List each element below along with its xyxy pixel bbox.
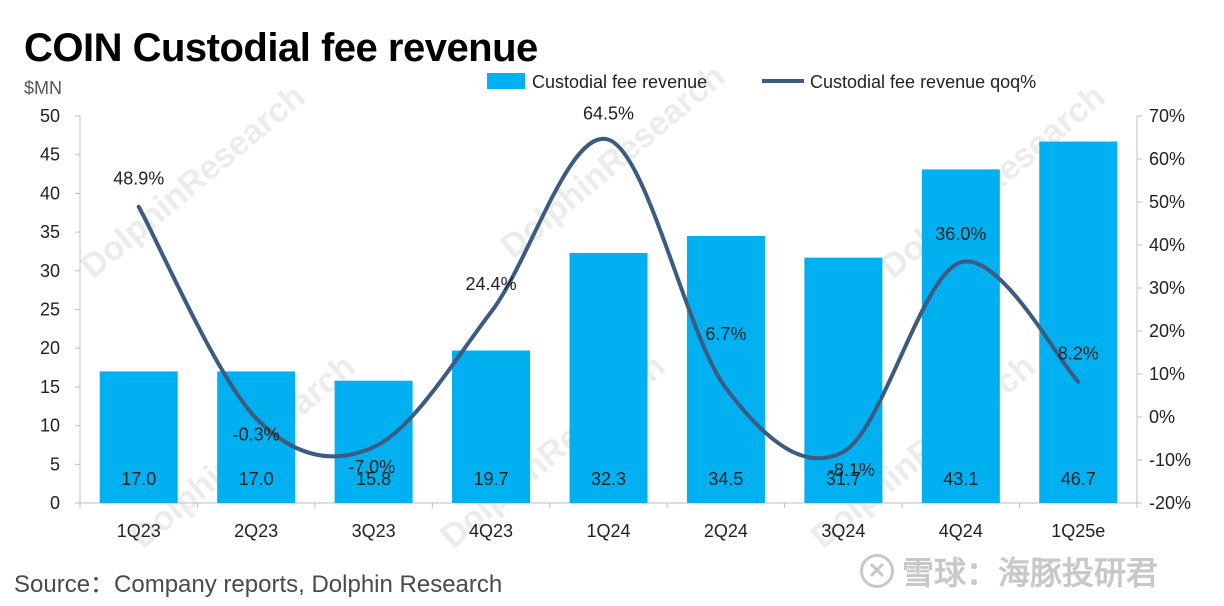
brand-logo-icon: ✕ bbox=[860, 554, 894, 588]
qoq-line bbox=[136, 136, 1081, 461]
bar-4Q23 bbox=[452, 350, 531, 503]
bar-value-label: 46.7 bbox=[1061, 469, 1096, 489]
left-tick-label: 30 bbox=[40, 261, 60, 281]
chart-title: COIN Custodial fee revenue bbox=[24, 26, 538, 70]
x-tick-label: 3Q24 bbox=[821, 521, 865, 541]
watermark-text-0: DolphinResearch bbox=[74, 77, 313, 286]
bar-3Q23 bbox=[334, 380, 413, 503]
brand-watermark: ✕ 雪球：海豚投研君 bbox=[860, 548, 1158, 594]
left-tick-label: 20 bbox=[40, 338, 60, 358]
x-tick-label: 1Q24 bbox=[586, 521, 630, 541]
right-tick-label: 60% bbox=[1149, 149, 1185, 169]
brand-text: 雪球：海豚投研君 bbox=[902, 555, 1159, 591]
bar-2Q24 bbox=[686, 235, 765, 503]
x-tick-label: 1Q23 bbox=[117, 521, 161, 541]
right-tick-label: 30% bbox=[1149, 278, 1185, 298]
left-tick-label: 50 bbox=[40, 106, 60, 126]
line-value-label: 64.5% bbox=[583, 104, 634, 124]
x-tick-label: 2Q23 bbox=[234, 521, 278, 541]
line-value-label: 6.7% bbox=[705, 324, 746, 344]
right-tick-label: 20% bbox=[1149, 321, 1185, 341]
line-value-label: 48.9% bbox=[113, 169, 164, 189]
bar-value-label: 32.3 bbox=[591, 469, 626, 489]
line-value-label: -8.1% bbox=[828, 460, 875, 480]
bar-value-label: 31.7 bbox=[826, 469, 861, 489]
legend-bar-label: Custodial fee revenue bbox=[532, 72, 707, 92]
left-tick-label: 5 bbox=[50, 454, 60, 474]
right-tick-label: -10% bbox=[1149, 450, 1191, 470]
legend-line-label: Custodial fee revenue qoq% bbox=[810, 72, 1036, 92]
x-tick-label: 4Q23 bbox=[469, 521, 513, 541]
bar-1Q24 bbox=[569, 252, 648, 503]
right-tick-label: 50% bbox=[1149, 192, 1185, 212]
line-value-label: -7.0% bbox=[348, 457, 395, 477]
source-note: Source：Company reports, Dolphin Research bbox=[14, 571, 503, 598]
right-tick-label: 40% bbox=[1149, 235, 1185, 255]
bar-value-label: 19.7 bbox=[474, 469, 509, 489]
line-value-label: 24.4% bbox=[466, 274, 517, 294]
bar-3Q24 bbox=[804, 257, 883, 503]
line-value-label: 36.0% bbox=[935, 224, 986, 244]
x-tick-label: 4Q24 bbox=[939, 521, 983, 541]
bar-value-label: 15.8 bbox=[356, 469, 391, 489]
left-tick-label: 10 bbox=[40, 416, 60, 436]
left-tick-label: 25 bbox=[40, 300, 60, 320]
left-tick-label: 15 bbox=[40, 377, 60, 397]
right-tick-label: 0% bbox=[1149, 407, 1175, 427]
left-tick-label: 40 bbox=[40, 183, 60, 203]
bar-value-label: 43.1 bbox=[943, 469, 978, 489]
right-tick-label: 10% bbox=[1149, 364, 1185, 384]
right-tick-label: -20% bbox=[1149, 493, 1191, 513]
bar-value-label: 34.5 bbox=[708, 469, 743, 489]
x-tick-label: 1Q25e bbox=[1051, 521, 1105, 541]
bar-2Q23 bbox=[217, 371, 296, 503]
line-value-label: 8.2% bbox=[1058, 344, 1099, 364]
x-tick-label: 3Q23 bbox=[352, 521, 396, 541]
right-tick-label: 70% bbox=[1149, 106, 1185, 126]
bar-1Q25e bbox=[1039, 141, 1118, 504]
left-tick-label: 45 bbox=[40, 145, 60, 165]
left-axis-unit: $MN bbox=[24, 78, 62, 98]
legend-bar-swatch bbox=[487, 73, 525, 89]
left-tick-label: 35 bbox=[40, 222, 60, 242]
bar-1Q23 bbox=[99, 371, 178, 503]
line-value-label: -0.3% bbox=[233, 424, 280, 444]
bar-value-label: 17.0 bbox=[121, 469, 156, 489]
left-tick-label: 0 bbox=[50, 493, 60, 513]
x-tick-label: 2Q24 bbox=[704, 521, 748, 541]
bar-value-label: 17.0 bbox=[239, 469, 274, 489]
bar-4Q24 bbox=[921, 169, 1000, 503]
